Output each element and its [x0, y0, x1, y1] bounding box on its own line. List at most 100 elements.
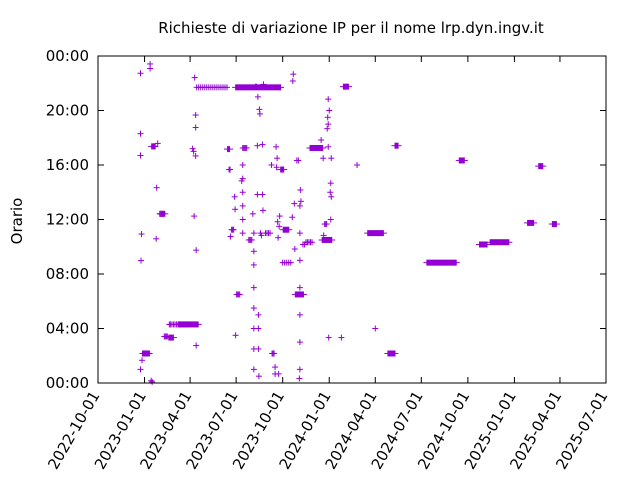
data-point	[327, 216, 334, 223]
data-point	[154, 140, 161, 147]
data-point	[164, 333, 171, 340]
y-axis-label: Orario	[8, 198, 26, 245]
data-point	[295, 157, 302, 164]
data-point	[254, 93, 261, 100]
data-point	[296, 230, 303, 237]
data-segment	[277, 166, 288, 173]
data-point	[239, 162, 246, 168]
data-point	[274, 218, 281, 225]
data-segment	[232, 84, 285, 91]
data-point	[328, 193, 335, 200]
data-point	[260, 81, 267, 88]
data-point	[276, 213, 283, 220]
data-point	[231, 193, 238, 200]
data-point	[296, 257, 303, 264]
data-point	[338, 334, 345, 341]
data-point	[291, 200, 298, 207]
data-point	[191, 74, 198, 81]
data-segment	[318, 236, 336, 243]
data-point	[243, 144, 250, 151]
data-point	[191, 213, 198, 220]
data-point	[192, 112, 199, 119]
data-segment	[455, 157, 468, 164]
data-point	[230, 226, 237, 233]
data-point	[248, 236, 255, 243]
data-segment	[339, 83, 352, 90]
data-point	[149, 378, 156, 385]
data-point	[153, 235, 160, 242]
data-segment	[548, 221, 560, 228]
data-point	[224, 84, 231, 91]
data-segment	[364, 230, 387, 237]
data-point	[273, 143, 280, 150]
data-point	[297, 186, 304, 193]
plot-frame	[97, 55, 607, 384]
data-point	[137, 152, 144, 159]
data-point	[193, 247, 200, 254]
data-point	[296, 375, 303, 382]
data-point	[236, 291, 243, 298]
data-point	[159, 210, 166, 217]
data-point	[249, 210, 256, 217]
data-point	[139, 357, 146, 364]
data-point	[325, 334, 332, 341]
data-point	[255, 325, 262, 332]
data-point	[309, 239, 316, 246]
data-point	[274, 155, 281, 162]
data-segment	[224, 146, 234, 153]
y-tick-label: 04:00	[46, 320, 89, 338]
data-point	[325, 121, 332, 128]
data-point	[250, 248, 257, 255]
data-point	[354, 162, 361, 168]
data-point	[147, 65, 154, 72]
data-point	[296, 202, 303, 209]
data-point	[287, 259, 294, 266]
data-point	[232, 206, 239, 213]
y-tick-label: 08:00	[46, 265, 89, 283]
data-point	[289, 77, 296, 84]
data-point	[138, 231, 145, 238]
data-point	[146, 350, 153, 357]
y-tick-label: 00:00	[46, 374, 89, 392]
data-point	[272, 364, 279, 371]
data-point	[250, 284, 257, 291]
data-point	[323, 221, 330, 228]
data-segment	[306, 144, 327, 151]
data-point	[153, 184, 160, 191]
data-segment	[524, 219, 538, 226]
data-segment	[279, 226, 293, 233]
data-point	[320, 232, 327, 239]
data-point	[328, 155, 335, 162]
data-point	[152, 143, 159, 150]
data-point	[250, 305, 257, 312]
data-point	[320, 155, 327, 162]
data-point	[276, 223, 283, 230]
data-point	[259, 191, 266, 198]
data-point	[137, 70, 144, 77]
data-point	[239, 230, 246, 237]
data-point	[372, 325, 379, 332]
data-point	[239, 202, 246, 209]
data-point	[232, 332, 239, 339]
data-point	[268, 162, 275, 168]
data-point	[190, 148, 197, 155]
data-point	[296, 284, 303, 291]
data-point	[255, 373, 262, 380]
data-point	[239, 175, 246, 182]
data-point	[193, 342, 200, 349]
data-point	[256, 106, 263, 113]
data-point	[273, 164, 280, 171]
data-segment	[291, 291, 307, 298]
data-point	[318, 137, 325, 144]
data-point	[250, 230, 257, 237]
data-point	[289, 214, 296, 221]
data-point	[256, 110, 263, 117]
data-point	[296, 366, 303, 373]
data-point	[325, 96, 332, 103]
data-point	[192, 124, 199, 131]
data-segment	[384, 350, 399, 357]
data-point	[137, 366, 144, 373]
data-point	[325, 143, 332, 150]
data-point	[275, 234, 282, 241]
